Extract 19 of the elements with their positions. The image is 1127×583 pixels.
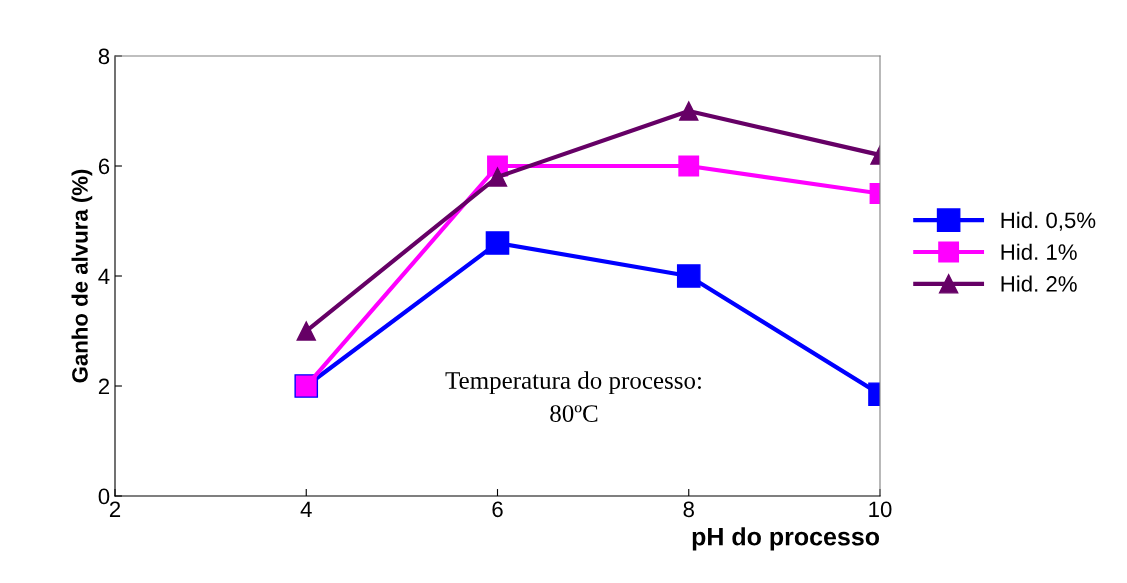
x-tick-label: 4: [300, 501, 312, 517]
x-axis-title: pH do processo: [692, 527, 880, 551]
point: [487, 167, 508, 187]
y-tick-label: 2: [98, 378, 110, 395]
x-tick-label: 10: [869, 501, 892, 518]
legend-label: Hid. 0,5%: [1001, 211, 1096, 231]
y-tick-label: 4: [98, 268, 110, 285]
legend-label: Hid. 1%: [1001, 243, 1077, 260]
annotation: Temperatura do processo: 80ºC: [445, 371, 701, 422]
point: [485, 231, 510, 255]
y-axis-title: Ganho de alvura (%): [71, 169, 93, 383]
x-tick-label: 2: [109, 501, 121, 517]
y-tick-label: 6: [98, 158, 110, 175]
y-tick-label: 8: [98, 48, 110, 65]
x-tick-label: 6: [492, 501, 503, 518]
point: [296, 321, 316, 341]
x-tick-label: 8: [683, 501, 694, 518]
legend-label: Hid. 2%: [1001, 275, 1077, 292]
y-tick-label: 0: [98, 488, 110, 505]
